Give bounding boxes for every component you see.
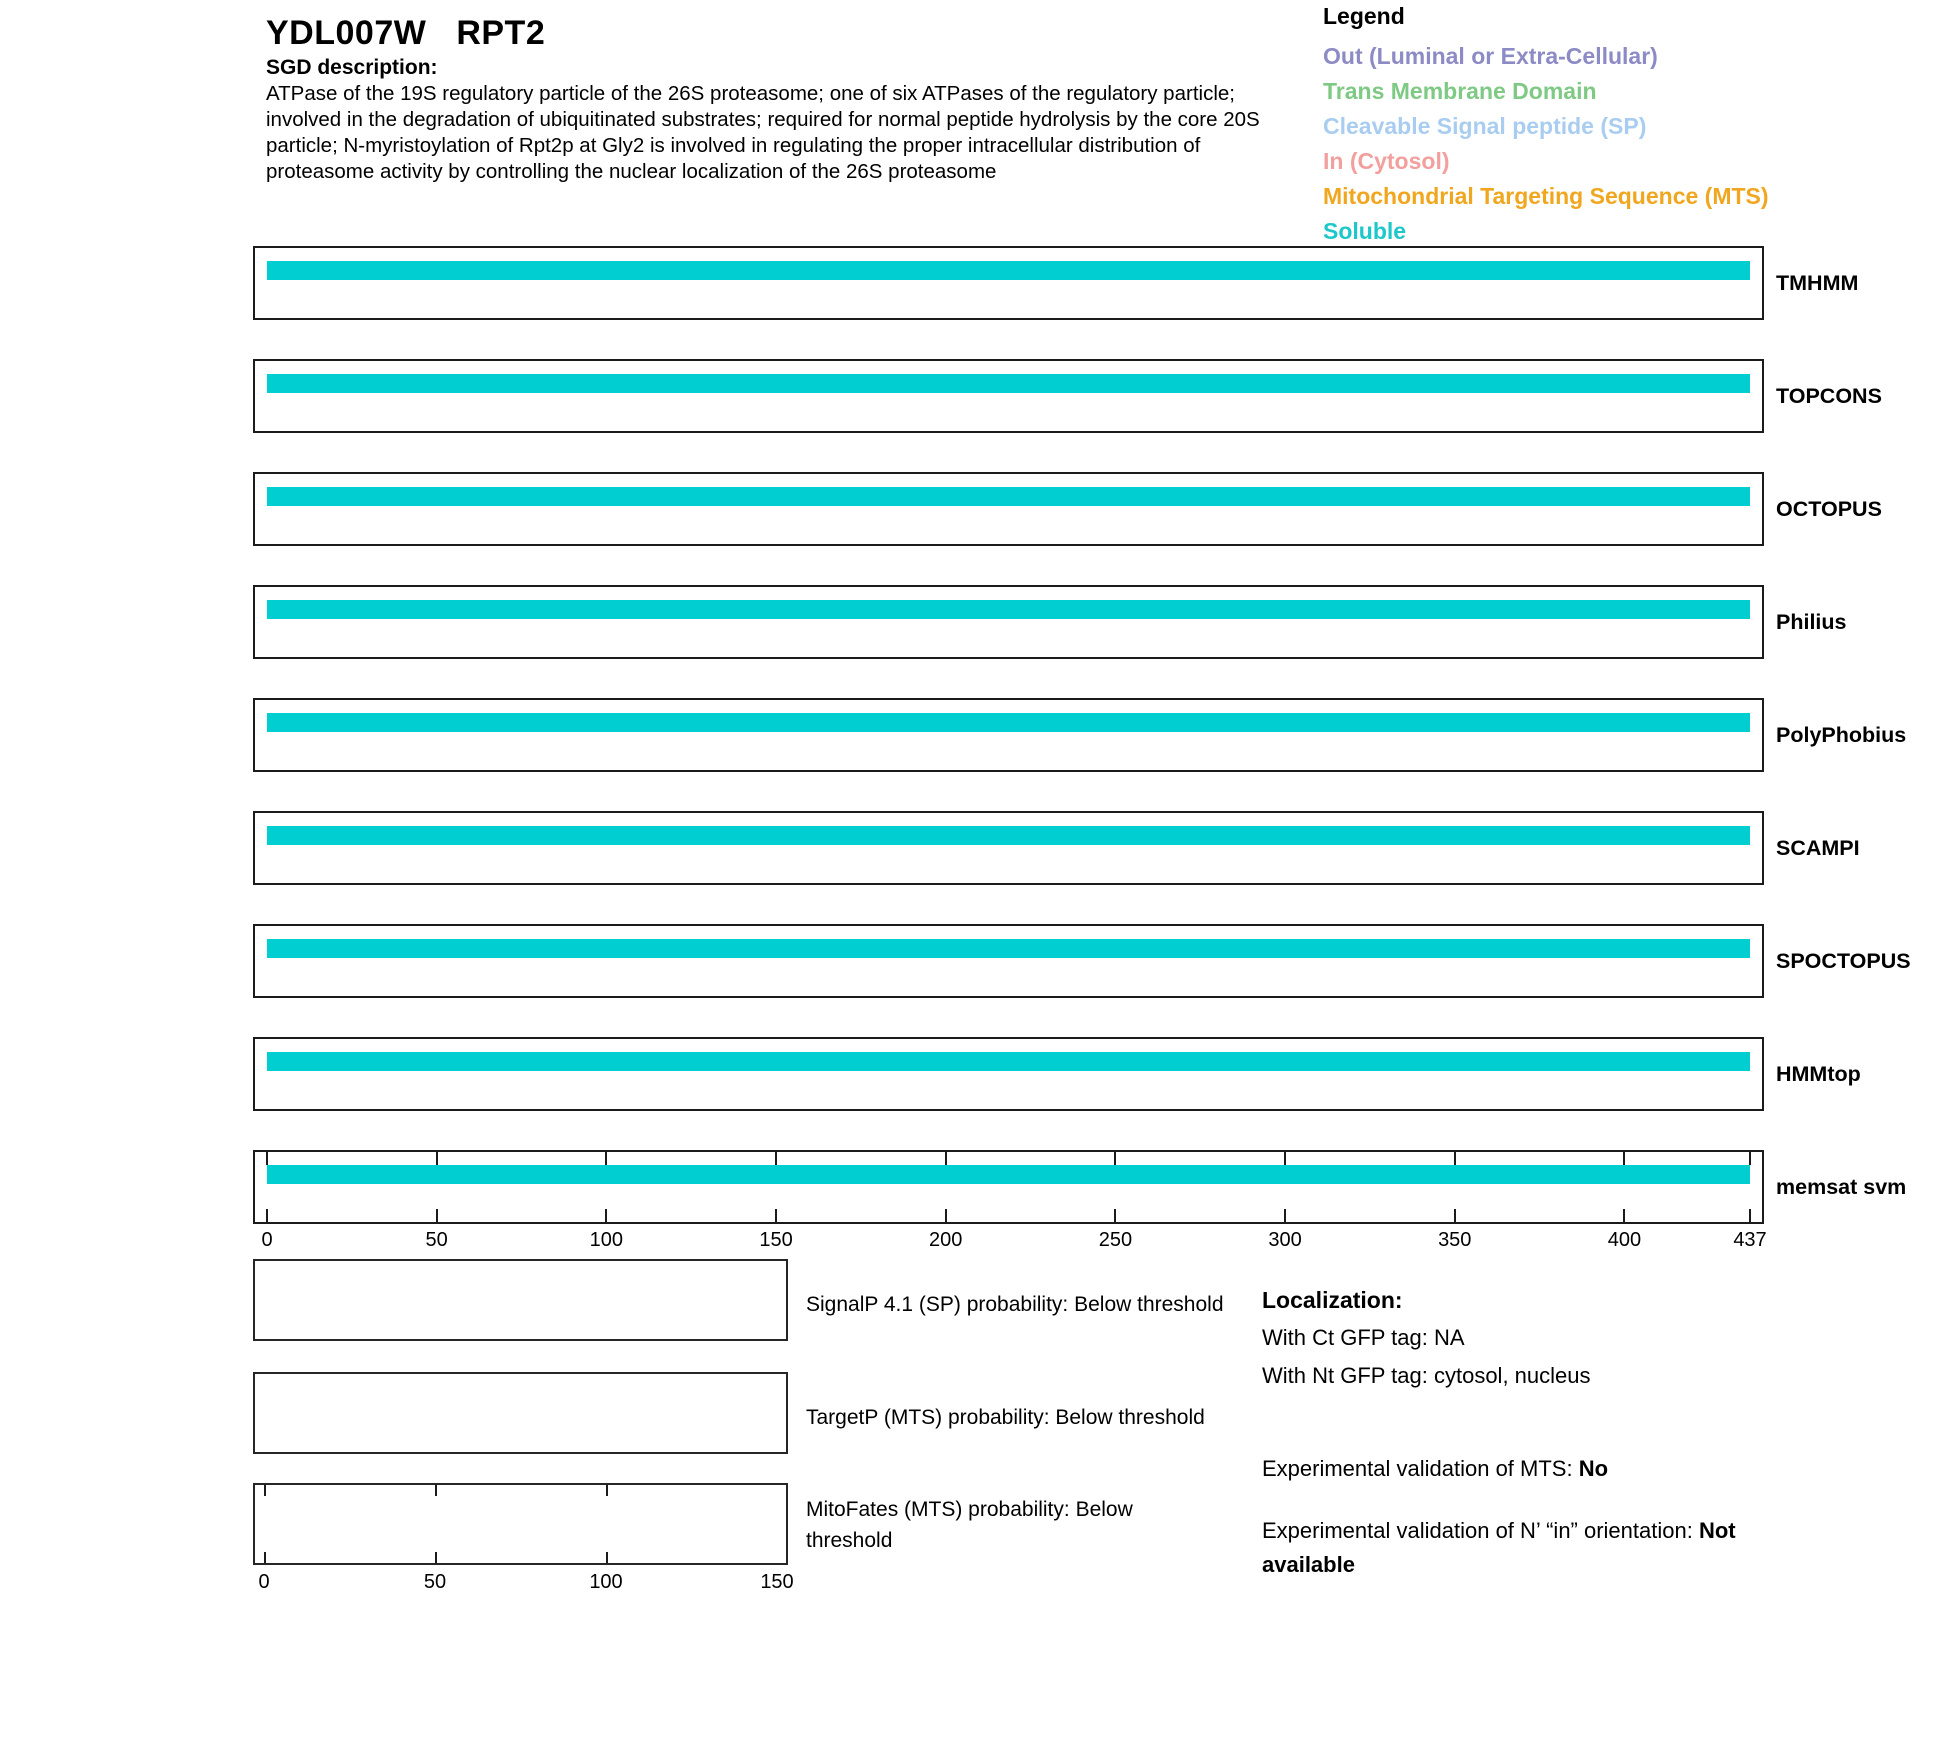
legend-item-mitochondrial: Mitochondrial Targeting Sequence (MTS) bbox=[1323, 183, 1769, 209]
track-label-philius: Philius bbox=[1776, 609, 1847, 634]
axis-tick-label: 400 bbox=[1607, 1229, 1642, 1251]
probability-plot-box-targetp bbox=[253, 1372, 788, 1454]
localization-nt-gfp: With Nt GFP tag: cytosol, nucleus bbox=[1262, 1363, 1591, 1388]
axis-tick bbox=[266, 1209, 268, 1222]
axis-tick-label: 100 bbox=[589, 1229, 624, 1251]
axis-tick bbox=[605, 1209, 608, 1222]
track-label-memsat-svm: memsat svm bbox=[1776, 1174, 1907, 1199]
axis-tick bbox=[1749, 1209, 1751, 1222]
axis-tick bbox=[944, 1152, 947, 1165]
track-label-scampi: SCAMPI bbox=[1776, 835, 1860, 860]
axis-tick bbox=[1623, 1152, 1626, 1165]
axis-tick bbox=[264, 1485, 266, 1496]
page-title: YDL007W RPT2 bbox=[266, 14, 545, 53]
localization-title: Localization: bbox=[1262, 1287, 1403, 1313]
track-label-tmhmm: TMHMM bbox=[1776, 270, 1859, 295]
axis-tick bbox=[266, 1152, 268, 1165]
legend-title: Legend bbox=[1323, 3, 1405, 29]
axis-tick-label: 437 bbox=[1733, 1229, 1767, 1251]
track-label-topcons: TOPCONS bbox=[1776, 383, 1882, 408]
sgd-description-heading: SGD description: bbox=[266, 56, 438, 79]
localization-mts-validation: Experimental validation of MTS: No bbox=[1262, 1456, 1609, 1481]
soluble-segment bbox=[267, 1052, 1750, 1071]
axis-tick bbox=[264, 1552, 266, 1563]
soluble-segment bbox=[267, 261, 1750, 280]
axis-tick bbox=[606, 1552, 608, 1563]
soluble-segment bbox=[267, 826, 1750, 845]
axis-tick-label: 150 bbox=[760, 1571, 794, 1593]
axis-tick-label: 50 bbox=[423, 1571, 447, 1593]
axis-tick-label: 150 bbox=[759, 1229, 793, 1251]
probability-plot-label-mitofates: MitoFates (MTS) probability: Below thres… bbox=[806, 1498, 1133, 1552]
axis-tick-label: 50 bbox=[425, 1229, 448, 1251]
track-box-topcons bbox=[253, 359, 1764, 433]
axis-tick-label: 200 bbox=[929, 1229, 963, 1251]
axis-tick bbox=[1114, 1209, 1117, 1222]
track-box-memsat-svm bbox=[253, 1150, 1764, 1224]
axis-tick bbox=[606, 1485, 608, 1496]
legend-items: Out (Luminal or Extra-Cellular) Trans Mem… bbox=[1323, 39, 1769, 249]
axis-tick-label: 100 bbox=[589, 1571, 623, 1593]
axis-tick bbox=[605, 1152, 608, 1165]
mts-validation-value: No bbox=[1578, 1456, 1609, 1481]
track-box-octopus bbox=[253, 472, 1764, 546]
axis-tick bbox=[435, 1552, 437, 1563]
axis-tick-label: 0 bbox=[261, 1229, 273, 1251]
axis-tick bbox=[1114, 1152, 1117, 1165]
track-label-octopus: OCTOPUS bbox=[1776, 496, 1882, 521]
track-box-spoctopus bbox=[253, 924, 1764, 998]
axis-tick-label: 350 bbox=[1438, 1229, 1472, 1251]
soluble-segment bbox=[267, 939, 1750, 958]
track-label-polyphobius: PolyPhobius bbox=[1776, 722, 1907, 747]
axis-tick bbox=[435, 1152, 438, 1165]
soluble-segment bbox=[267, 487, 1750, 506]
soluble-segment bbox=[267, 600, 1750, 619]
gene-name: RPT2 bbox=[456, 14, 546, 52]
track-box-philius bbox=[253, 585, 1764, 659]
localization-ct-gfp: With Ct GFP tag: NA bbox=[1262, 1325, 1465, 1350]
axis-tick bbox=[1623, 1209, 1626, 1222]
orientation-validation-value: Not available bbox=[1262, 1518, 1736, 1577]
axis-tick bbox=[775, 1209, 778, 1222]
legend: Legend Out (Luminal or Extra-Cellular) Tr… bbox=[1323, 3, 1769, 249]
axis-tick bbox=[435, 1209, 438, 1222]
axis-tick bbox=[1453, 1209, 1456, 1222]
orf-name: YDL007W bbox=[266, 14, 427, 52]
track-label-hmmtop: HMMtop bbox=[1776, 1061, 1861, 1086]
track-box-scampi bbox=[253, 811, 1764, 885]
legend-item-out: Out (Luminal or Extra-Cellular) bbox=[1323, 43, 1658, 69]
axis-tick bbox=[1284, 1209, 1287, 1222]
legend-item-soluble: Soluble bbox=[1323, 218, 1407, 244]
track-box-tmhmm bbox=[253, 246, 1764, 320]
soluble-segment bbox=[267, 713, 1750, 732]
sgd-description-text: ATPase of the 19S regulatory particle of… bbox=[266, 82, 1260, 183]
probability-plot-label-signalp: SignalP 4.1 (SP) probability: Below thre… bbox=[806, 1293, 1224, 1316]
legend-item-trans: Trans Membrane Domain bbox=[1323, 78, 1597, 104]
soluble-segment bbox=[267, 1165, 1750, 1184]
track-label-spoctopus: SPOCTOPUS bbox=[1776, 948, 1911, 973]
legend-item-in: In (Cytosol) bbox=[1323, 148, 1450, 174]
probability-plot-label-targetp: TargetP (MTS) probability: Below thresho… bbox=[806, 1406, 1205, 1429]
axis-tick bbox=[1453, 1152, 1456, 1165]
probability-plot-box-signalp bbox=[253, 1259, 788, 1341]
axis-tick bbox=[775, 1152, 778, 1165]
probability-plot-box-mitofates bbox=[253, 1483, 788, 1565]
axis-tick bbox=[1749, 1152, 1751, 1165]
axis-tick bbox=[944, 1209, 947, 1222]
axis-tick bbox=[1284, 1152, 1287, 1165]
axis-tick-label: 250 bbox=[1098, 1229, 1133, 1251]
axis-tick-label: 300 bbox=[1268, 1229, 1302, 1251]
track-box-polyphobius bbox=[253, 698, 1764, 772]
track-box-hmmtop bbox=[253, 1037, 1764, 1111]
legend-item-cleavable: Cleavable Signal peptide (SP) bbox=[1323, 113, 1647, 139]
soluble-segment bbox=[267, 374, 1750, 393]
localization-orientation-validation: Experimental validation of N’ “in” orien… bbox=[1262, 1518, 1736, 1577]
axis-tick-label: 0 bbox=[258, 1571, 270, 1593]
axis-tick bbox=[435, 1485, 437, 1496]
